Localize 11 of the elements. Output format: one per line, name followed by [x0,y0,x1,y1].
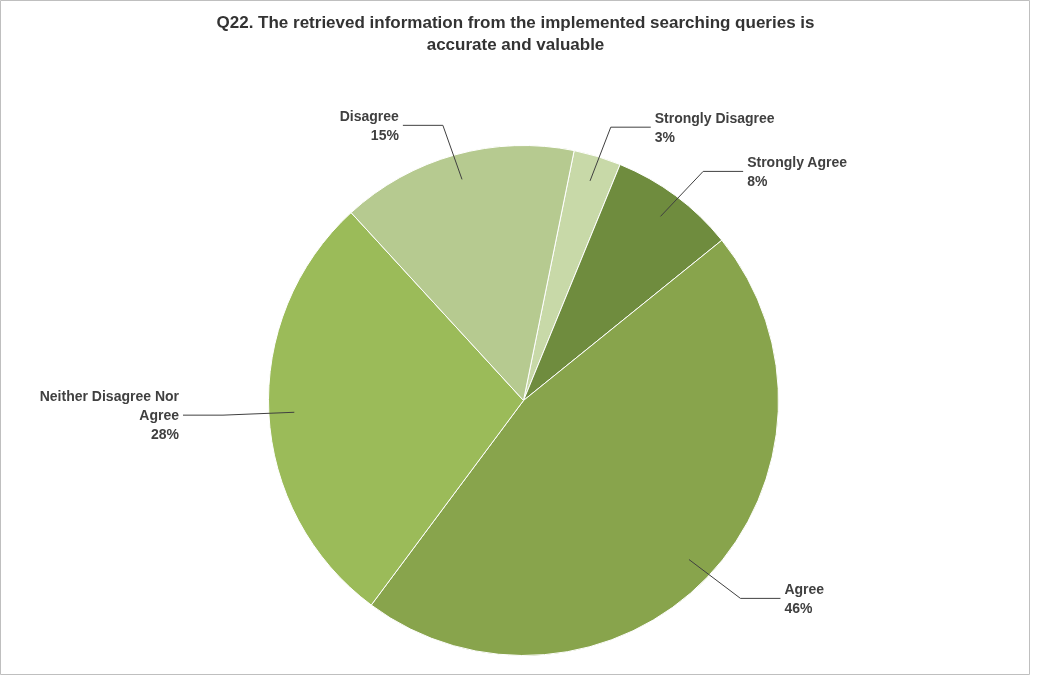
chart-title: Q22. The retrieved information from the implemented searching queries is accurate and valuable [216,12,815,55]
slice-label: Disagree [339,107,400,124]
slice-label: Agree [784,580,825,597]
data-label: 28% [150,426,180,443]
data-label: 3% [654,128,676,145]
slice-label: Neither Disagree Nor Agree [39,387,180,424]
slice-label: Strongly Disagree [654,109,775,126]
data-label: 8% [747,172,768,189]
data-label: 46% [784,599,814,616]
slice-label: Strongly Agree [747,153,848,170]
data-label: 15% [370,126,400,143]
